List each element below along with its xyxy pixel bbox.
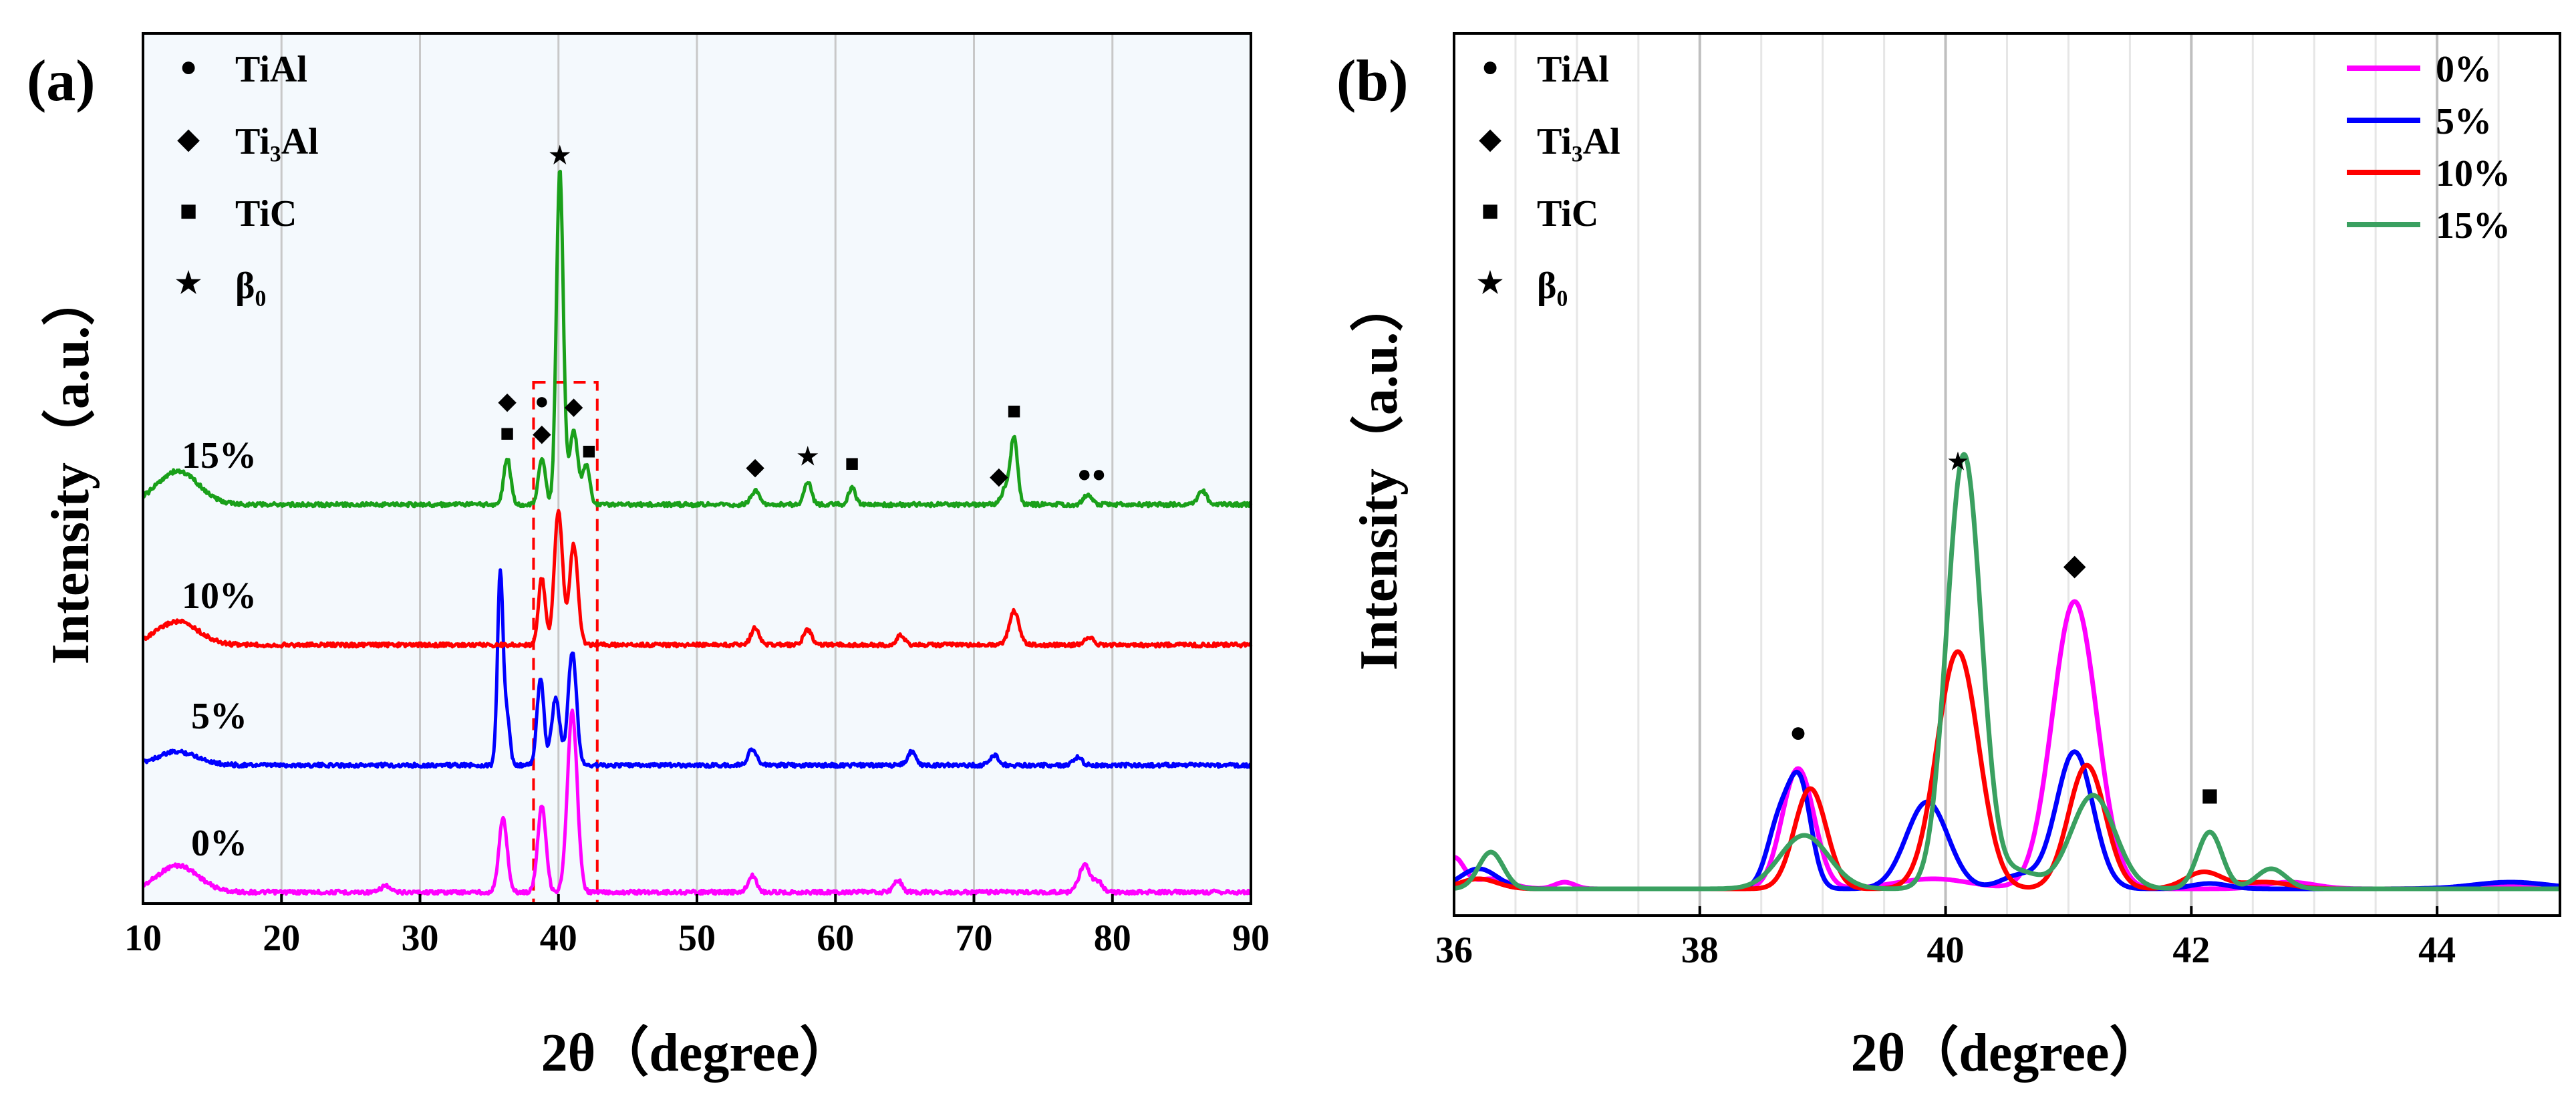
panel-a-peak-marker-6: ■ [581,437,596,464]
panel-a-tick-label-10: 10 [124,918,162,959]
panel-a-peak-marker-7: ◆ [746,453,764,480]
panel-a-peak-marker-8: ★ [797,443,819,470]
panel-a-peak-marker-1: ■ [500,420,515,446]
panel-a-series-line-15 [141,170,1253,509]
panel-b-legend-circle-icon: ● [1481,50,1499,83]
panel-a-series-line-10 [142,509,1253,649]
panel-a-legend-label-star: β₀ [235,265,266,307]
panel-a-phase-legend: ● TiAl ◆ Ti₃Al ■ TiC ★ β₀ [175,49,318,307]
panel-a-tick-label-40: 40 [540,918,577,959]
panel-b-legend-label-square: TiC [1537,193,1598,235]
panel-a-tick-label-90: 90 [1232,918,1270,959]
panel-b-tick-label-36: 36 [1435,930,1473,971]
panel-a-series-labels: 0% 5% 10% 15% [182,435,257,864]
panel-a-series-label-15: 15% [182,435,257,476]
panel-b-series-line-15 [1453,452,2561,892]
panel-b-peak-marker-0: ● [1790,716,1808,748]
panel-a-peak-marker-4: ● [535,388,549,414]
panel-b-x-axis-title: 2θ（degree） [1851,1024,2163,1083]
panel-a-legend-diamond-icon: ◆ [177,122,200,155]
panel-a-x-axis-title: 2θ（degree） [541,1024,853,1083]
panel-b-legend-label-0: 0% [2436,49,2492,90]
panel-a-series-label-10: 10% [182,575,257,617]
panel-a-peak-markers: ★ ■ ◆ ◆ ● ◆ ■ ◆ ★ ■ ◆ ■ ●● [498,142,1106,489]
panel-a-legend-square-icon: ■ [180,194,198,227]
panel-a-series [141,170,1253,896]
panel-b-legend-label-circle: TiAl [1537,49,1609,90]
panel-b-label: (b) [1336,49,1409,114]
panel-b-legend-label-5: 5% [2436,101,2492,142]
panel-a-series-line-0 [141,708,1252,896]
panel-a: ★ ■ ◆ ◆ ● ◆ ■ ◆ ★ ■ ◆ ■ ●● 0% 5% 10% 15% 10 20 30 40 50 60 70… [27,32,1270,1083]
panel-b-x-ticks: 36 38 40 42 44 [1435,906,2456,971]
panel-a-x-ticks: 10 20 30 40 50 60 70 80 90 [124,894,1270,959]
panel-a-tick-label-20: 20 [263,918,300,959]
panel-a-legend-circle-icon: ● [180,50,198,83]
panel-b-tick-label-42: 42 [2172,930,2210,971]
panel-a-peak-marker-2: ◆ [498,388,517,414]
panel-b-series-legend: 0% 5% 10% 15% [2347,49,2511,247]
panel-b-series [1453,452,2561,892]
panel-b-peak-marker-3: ■ [2201,779,2219,812]
panel-a-peak-marker-9: ■ [845,450,859,476]
panel-b-phase-legend: ● TiAl ◆ Ti₃Al ■ TiC ★ β₀ [1477,49,1620,307]
panel-a-series-label-0: 0% [191,823,247,864]
panel-a-legend-label-square: TiC [235,193,297,235]
panel-a-legend-label-circle: TiAl [235,49,307,90]
panel-a-y-axis-title: Intensity（a.u.） [41,273,100,665]
panel-a-series-line-5 [142,568,1252,769]
panel-b-legend-label-diamond: Ti₃Al [1537,121,1620,162]
panel-b-y-axis-title: Intensity（a.u.） [1350,279,1409,671]
panel-a-peak-marker-11: ■ [1007,398,1022,424]
panel-a-peak-marker-12: ●● [1077,460,1107,487]
panel-b-legend-star-icon: ★ [1477,267,1503,299]
panel-b-frame [1453,32,2561,917]
panel-a-tick-label-50: 50 [678,918,716,959]
panel-a-peak-marker-10: ◆ [990,462,1008,489]
panel-a-peak-marker-3: ◆ [533,420,551,446]
panel-a-tick-label-70: 70 [956,918,993,959]
panel-b: ● ★ ◆ ■ 36 38 40 42 44 ● TiAl ◆ Ti₃Al ■ TiC ★ β₀ 0% 5% 1… [1336,32,2561,1083]
panel-a-legend-star-icon: ★ [175,267,201,299]
panel-b-peak-marker-1: ★ [1948,450,1968,474]
panel-b-tick-label-38: 38 [1681,930,1719,971]
panel-a-peak-marker-5: ◆ [565,393,583,420]
panel-b-peak-markers: ● ★ ◆ ■ [1790,450,2219,812]
panel-b-legend-diamond-icon: ◆ [1479,122,1501,155]
panel-b-legend-label-10: 10% [2436,153,2511,194]
panel-b-gridlines [1514,33,2500,916]
panel-a-tick-label-60: 60 [817,918,854,959]
panel-b-legend-label-15: 15% [2436,205,2511,247]
panel-b-peak-marker-2: ◆ [2063,549,2086,581]
panel-a-series-label-5: 5% [191,696,247,737]
panel-a-tick-label-80: 80 [1094,918,1131,959]
panel-b-legend-label-star: β₀ [1537,265,1568,307]
panel-b-legend-square-icon: ■ [1481,194,1499,227]
panel-b-tick-label-44: 44 [2418,930,2456,971]
panel-a-legend-label-diamond: Ti₃Al [235,121,319,162]
panel-a-tick-label-30: 30 [402,918,439,959]
panel-a-label: (a) [27,49,96,114]
panel-a-peak-marker-0: ★ [549,142,571,169]
panel-b-tick-label-40: 40 [1927,930,1965,971]
